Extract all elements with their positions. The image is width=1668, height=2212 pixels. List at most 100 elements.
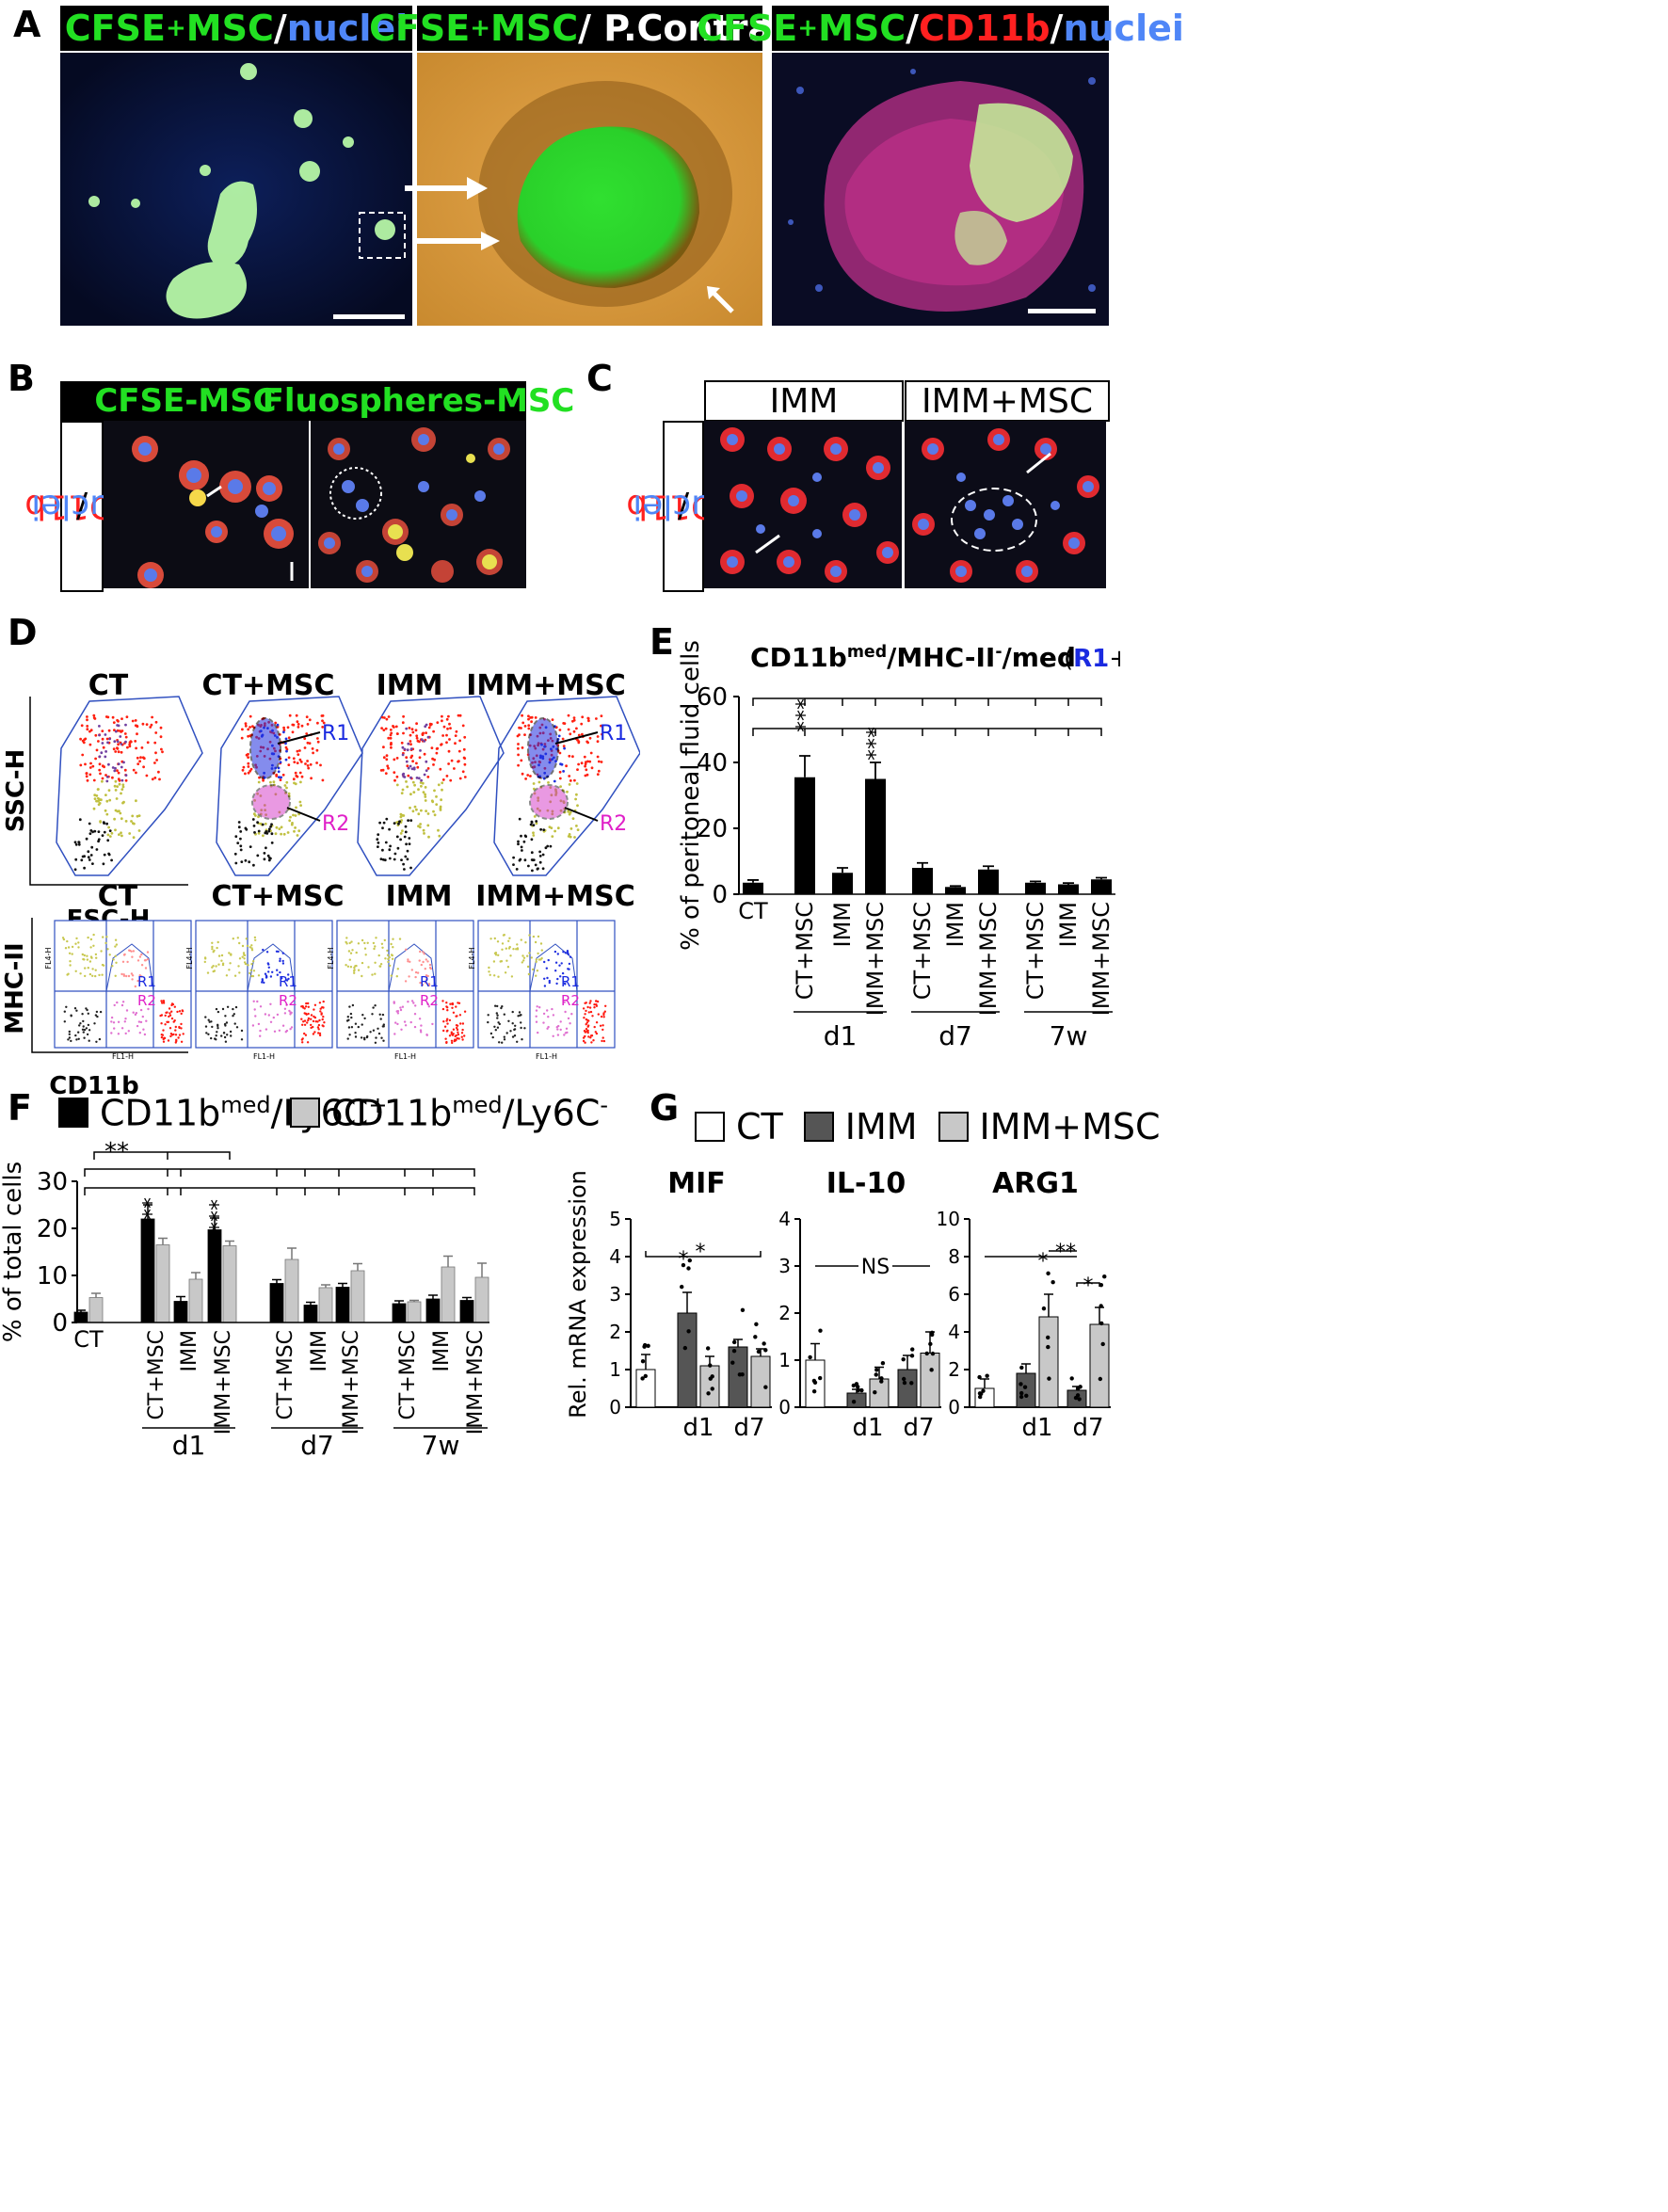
- flow-event-dot: [547, 781, 550, 784]
- flow-event-dot: [271, 970, 274, 973]
- flow-event-dot: [263, 981, 265, 985]
- bar: [1016, 1372, 1036, 1408]
- flow-event-dot: [414, 975, 417, 979]
- flow-event-dot: [520, 845, 523, 849]
- flow-event-dot: [88, 822, 91, 825]
- flow-event-dot: [400, 1028, 403, 1031]
- flow-event-dot: [416, 765, 420, 769]
- flow-event-dot: [81, 1028, 85, 1031]
- flow-event-dot: [388, 827, 391, 831]
- flow-event-dot: [217, 1027, 219, 1030]
- data-point: [1041, 1306, 1047, 1311]
- flow-event-dot: [151, 777, 154, 781]
- quadrant-label-r1: R1: [420, 973, 439, 990]
- flow-event-dot: [261, 981, 264, 984]
- flow-event-dot: [304, 1005, 308, 1008]
- x-tick-label: CT+MSC: [909, 902, 936, 1000]
- flow-event-dot: [540, 949, 543, 952]
- gate-r2: [251, 784, 291, 820]
- flow-event-dot: [379, 963, 383, 966]
- flow-event-dot: [274, 832, 278, 836]
- flow-event-dot: [440, 743, 443, 745]
- x-tick-label: IMM: [308, 1330, 331, 1371]
- flow-event-dot: [512, 948, 515, 951]
- flow-event-dot: [65, 1005, 68, 1008]
- flow-event-dot: [454, 1034, 457, 1038]
- flow-event-dot: [316, 740, 320, 744]
- flow-event-dot: [348, 1034, 351, 1036]
- flow-event-dot: [587, 719, 590, 723]
- flow-event-dot: [582, 1039, 585, 1043]
- flow-event-dot: [426, 824, 430, 827]
- flow-event-dot: [505, 1032, 508, 1034]
- flow-event-dot: [558, 751, 562, 755]
- flow-event-dot: [446, 1009, 449, 1012]
- flow-event-dot: [565, 1027, 569, 1030]
- flow-event-dot: [419, 749, 422, 752]
- flow-event-dot: [518, 726, 521, 729]
- flow-event-dot: [402, 814, 406, 817]
- bar: [1089, 1323, 1110, 1408]
- flow-event-dot: [120, 834, 123, 838]
- flow-event-dot: [269, 784, 273, 788]
- flow-event-dot: [408, 727, 411, 729]
- flow-event-dot: [305, 715, 309, 719]
- y-tick-label: 40: [697, 749, 728, 777]
- legend-text-part: CD11b: [331, 1092, 453, 1134]
- flow-event-dot: [97, 740, 100, 743]
- flow-event-dot: [126, 745, 129, 749]
- flow-event-dot: [532, 824, 536, 826]
- flow-event-dot: [414, 970, 418, 974]
- flow-event-dot: [379, 1018, 382, 1020]
- flow-event-dot: [384, 841, 388, 844]
- flow-event-dot: [601, 1039, 603, 1043]
- flow-event-dot: [595, 717, 598, 720]
- error-bar: [1030, 880, 1041, 883]
- flow-event-dot: [577, 740, 581, 744]
- flow-event-dot: [533, 815, 537, 818]
- flow-event-dot: [541, 867, 545, 871]
- flow-event-dot: [85, 1007, 88, 1010]
- flow-event-dot: [264, 972, 267, 975]
- flow-event-dot: [595, 1000, 598, 1002]
- flow-event-dot: [74, 858, 78, 861]
- data-point: [754, 1322, 759, 1327]
- flow-event-dot: [249, 971, 251, 975]
- flow-event-dot: [321, 1024, 324, 1027]
- flow-event-dot: [246, 944, 249, 948]
- data-point: [646, 1343, 650, 1348]
- flow-event-dot: [99, 772, 102, 776]
- flow-event-dot: [81, 953, 85, 956]
- flow-event-dot: [551, 1007, 553, 1011]
- panel-letter-g: G: [650, 1087, 680, 1129]
- flow-event-dot: [252, 812, 256, 816]
- flow-event-dot: [213, 970, 217, 972]
- flow-event-dot: [261, 978, 264, 981]
- flow-event-dot: [563, 1001, 566, 1003]
- flow-event-dot: [564, 1010, 567, 1014]
- flow-event-dot: [396, 1012, 400, 1015]
- flow-event-dot: [145, 723, 149, 726]
- flow-event-dot: [567, 713, 570, 717]
- flow-event-dot: [539, 942, 543, 945]
- flow-event-dot: [600, 761, 603, 763]
- sig-star: ***: [792, 698, 818, 732]
- micrograph-b1: [104, 421, 309, 588]
- quadrant-label-r2: R2: [561, 992, 580, 1009]
- flow-event-dot: [116, 746, 119, 750]
- flow-event-dot: [107, 729, 111, 732]
- data-point: [873, 1389, 877, 1395]
- flow-event-dot: [411, 760, 414, 763]
- y-tick-label: 2: [609, 1321, 621, 1343]
- flow-event-dot: [321, 719, 324, 723]
- group-label: 7w: [422, 1430, 460, 1459]
- flow-event-dot: [393, 778, 396, 782]
- sig-star: **: [1055, 1241, 1076, 1264]
- flow-event-dot: [263, 852, 266, 855]
- flow-event-dot: [581, 715, 585, 719]
- data-point: [859, 1387, 864, 1393]
- flow-event-dot: [521, 772, 524, 776]
- flow-event-dot: [556, 977, 559, 981]
- flow-event-dot: [94, 974, 97, 978]
- chart-e-title: CD11bmed/MHC-II-/med: [750, 642, 1076, 673]
